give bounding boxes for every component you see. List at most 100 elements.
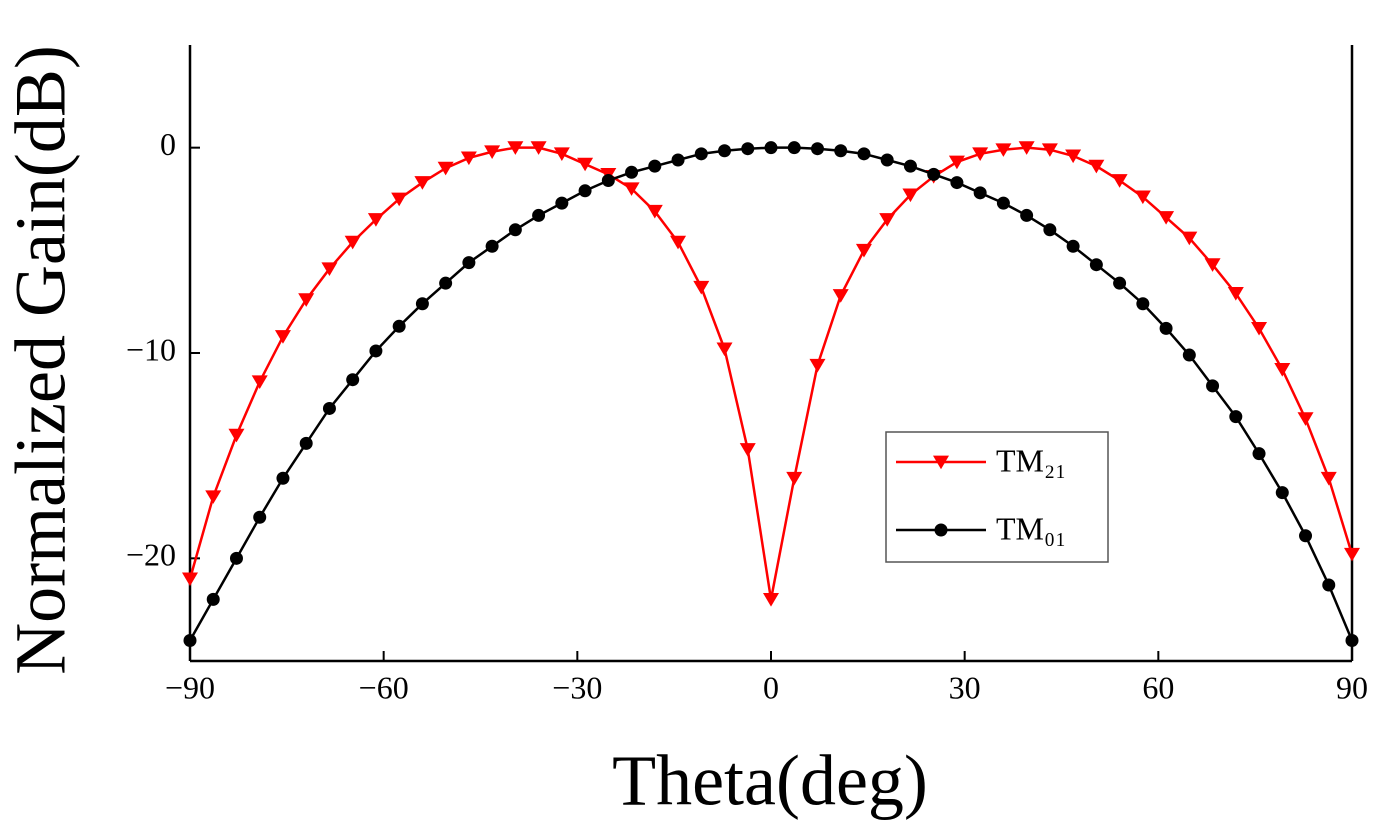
x-tick-label: 90	[1336, 669, 1368, 705]
x-tick-label: 0	[763, 669, 779, 705]
marker	[507, 141, 524, 155]
marker	[508, 223, 522, 237]
marker	[274, 330, 291, 344]
marker	[1227, 287, 1244, 301]
series-line	[188, 146, 1354, 642]
marker	[648, 159, 662, 173]
marker	[437, 161, 454, 176]
y-axis-label: Normalized Gain(dB)	[1, 45, 81, 675]
marker	[183, 633, 197, 647]
marker	[879, 213, 896, 227]
marker	[670, 235, 687, 250]
marker	[1322, 578, 1336, 592]
marker	[857, 147, 871, 161]
marker	[950, 176, 964, 190]
marker	[1066, 239, 1080, 253]
marker	[206, 592, 220, 606]
marker	[228, 428, 245, 443]
marker	[462, 256, 476, 270]
marker	[903, 159, 917, 173]
marker	[391, 192, 408, 207]
marker	[1182, 348, 1196, 362]
marker	[1274, 363, 1291, 377]
marker	[933, 455, 949, 470]
marker	[553, 147, 570, 162]
marker	[787, 141, 801, 155]
x-tick-label: 30	[949, 669, 981, 705]
marker	[1251, 321, 1268, 336]
marker	[809, 358, 826, 373]
marker	[1134, 190, 1151, 205]
marker	[577, 157, 594, 172]
marker	[1043, 223, 1057, 237]
marker	[1181, 231, 1198, 246]
marker	[439, 276, 453, 290]
marker	[321, 262, 338, 277]
marker	[786, 471, 803, 486]
marker	[718, 144, 732, 158]
marker	[414, 176, 431, 190]
marker	[1088, 159, 1105, 174]
marker	[948, 155, 965, 170]
marker	[369, 344, 383, 358]
marker	[460, 151, 477, 166]
marker	[693, 280, 710, 295]
y-tick-label: −10	[126, 331, 176, 367]
marker	[996, 196, 1010, 210]
marker	[484, 145, 501, 159]
marker	[251, 375, 268, 389]
marker	[1344, 547, 1360, 562]
legend: TM₂₁ TM₀₁	[885, 431, 1109, 563]
x-axis-label: Theta(deg)	[612, 741, 928, 821]
marker	[555, 196, 569, 210]
marker	[601, 174, 615, 188]
marker	[346, 373, 360, 387]
marker	[646, 204, 663, 219]
marker	[276, 471, 290, 485]
marker	[1111, 174, 1128, 188]
marker	[1275, 486, 1289, 500]
marker	[832, 289, 849, 303]
marker	[1297, 412, 1314, 426]
marker	[1136, 297, 1150, 311]
marker	[671, 153, 685, 167]
marker	[1345, 633, 1359, 647]
marker	[763, 593, 779, 607]
marker	[1206, 379, 1220, 393]
marker	[322, 401, 336, 415]
marker	[1113, 276, 1127, 290]
marker	[415, 297, 429, 311]
marker	[530, 141, 547, 155]
marker	[741, 142, 755, 156]
series-line	[188, 146, 1354, 600]
y-tick-label: 0	[160, 126, 176, 162]
marker	[880, 153, 894, 167]
marker	[972, 147, 989, 162]
marker	[694, 147, 708, 161]
x-tick-label: −60	[359, 669, 409, 705]
marker	[739, 443, 756, 457]
marker	[1020, 208, 1034, 222]
marker	[1229, 410, 1243, 424]
marker	[253, 510, 267, 524]
x-tick-label: 60	[1142, 669, 1174, 705]
marker	[995, 143, 1012, 157]
x-tick-label: −30	[552, 669, 602, 705]
marker	[810, 142, 824, 156]
marker	[1252, 447, 1266, 461]
marker	[367, 213, 384, 227]
marker	[578, 184, 592, 198]
legend-box	[885, 431, 1109, 563]
marker	[1204, 258, 1221, 272]
marker	[229, 551, 243, 565]
y-tick-label: −20	[126, 537, 176, 573]
marker	[855, 243, 872, 258]
x-tick-label: −90	[165, 669, 215, 705]
marker	[299, 436, 313, 450]
marker	[298, 293, 315, 307]
marker	[532, 208, 546, 222]
marker	[834, 144, 848, 158]
marker	[1041, 143, 1058, 157]
marker	[973, 186, 987, 200]
legend-label: TM₀₁	[996, 510, 1066, 546]
